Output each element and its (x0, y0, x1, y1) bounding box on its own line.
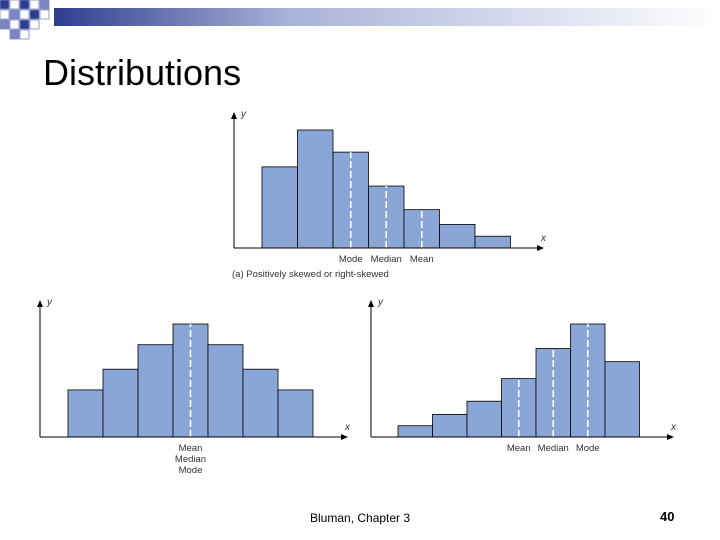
header-square (39, 9, 50, 20)
marker-label: Mode (576, 443, 600, 454)
marker-label: Mean (179, 443, 203, 454)
header-square (19, 29, 30, 40)
y-axis-arrow (231, 112, 237, 119)
y-axis-label: y (240, 109, 247, 120)
header-decoration (0, 0, 720, 40)
histogram-bar (474, 235, 511, 249)
x-axis-label: x (670, 422, 677, 433)
header-square (9, 0, 20, 10)
histogram-bar (432, 413, 468, 438)
header-square (29, 0, 40, 10)
header-square (0, 19, 10, 30)
histogram-bar (604, 361, 640, 438)
marker-label: Median (175, 454, 206, 465)
histogram-bar (277, 389, 314, 438)
x-axis-arrow (341, 434, 348, 440)
histogram-bar (466, 400, 502, 438)
header-square (19, 19, 30, 30)
marker-label: Mean (507, 443, 531, 454)
marker-label: Median (371, 254, 402, 265)
histogram-bar (137, 344, 174, 438)
page-number: 40 (660, 509, 675, 524)
header-band (54, 8, 720, 26)
histogram-3: x y Mean Median Mode (368, 297, 677, 454)
marker-label: Mode (339, 254, 363, 265)
x-axis-arrow (537, 245, 544, 251)
header-square (19, 0, 30, 10)
header-square (29, 19, 40, 30)
marker-label: Mode (179, 465, 203, 476)
x-axis-label: x (344, 422, 351, 433)
histogram-bar (439, 223, 476, 249)
histogram-bar (261, 166, 298, 249)
marker-label: Median (538, 443, 569, 454)
x-axis-label: x (540, 233, 547, 244)
histogram-bar (501, 378, 537, 438)
y-axis-arrow (368, 300, 374, 307)
header-square (9, 29, 20, 40)
slide-title: Distributions (43, 52, 242, 93)
histogram-bar (207, 344, 244, 438)
header-square (39, 0, 50, 10)
marker-label: Mean (410, 254, 434, 265)
histogram-bar (67, 389, 104, 438)
y-axis-label: y (46, 297, 53, 308)
histogram-1: x y Mode Median Mean (a) Positively skewed or… (231, 109, 547, 280)
header-square (29, 9, 40, 20)
header-square (9, 19, 20, 30)
histogram-bar (397, 425, 433, 438)
header-square (9, 9, 20, 20)
x-axis-arrow (667, 434, 674, 440)
header-square (0, 0, 10, 10)
y-axis-arrow (37, 300, 43, 307)
histogram-bar (242, 368, 279, 438)
y-axis-label: y (377, 297, 384, 308)
chart-caption: (a) Positively skewed or right-skewed (232, 269, 389, 280)
header-square (19, 9, 30, 20)
footer-source: Bluman, Chapter 3 (310, 511, 411, 525)
histogram-bar (102, 368, 139, 438)
header-square (0, 9, 10, 20)
histogram-bar (297, 129, 334, 249)
